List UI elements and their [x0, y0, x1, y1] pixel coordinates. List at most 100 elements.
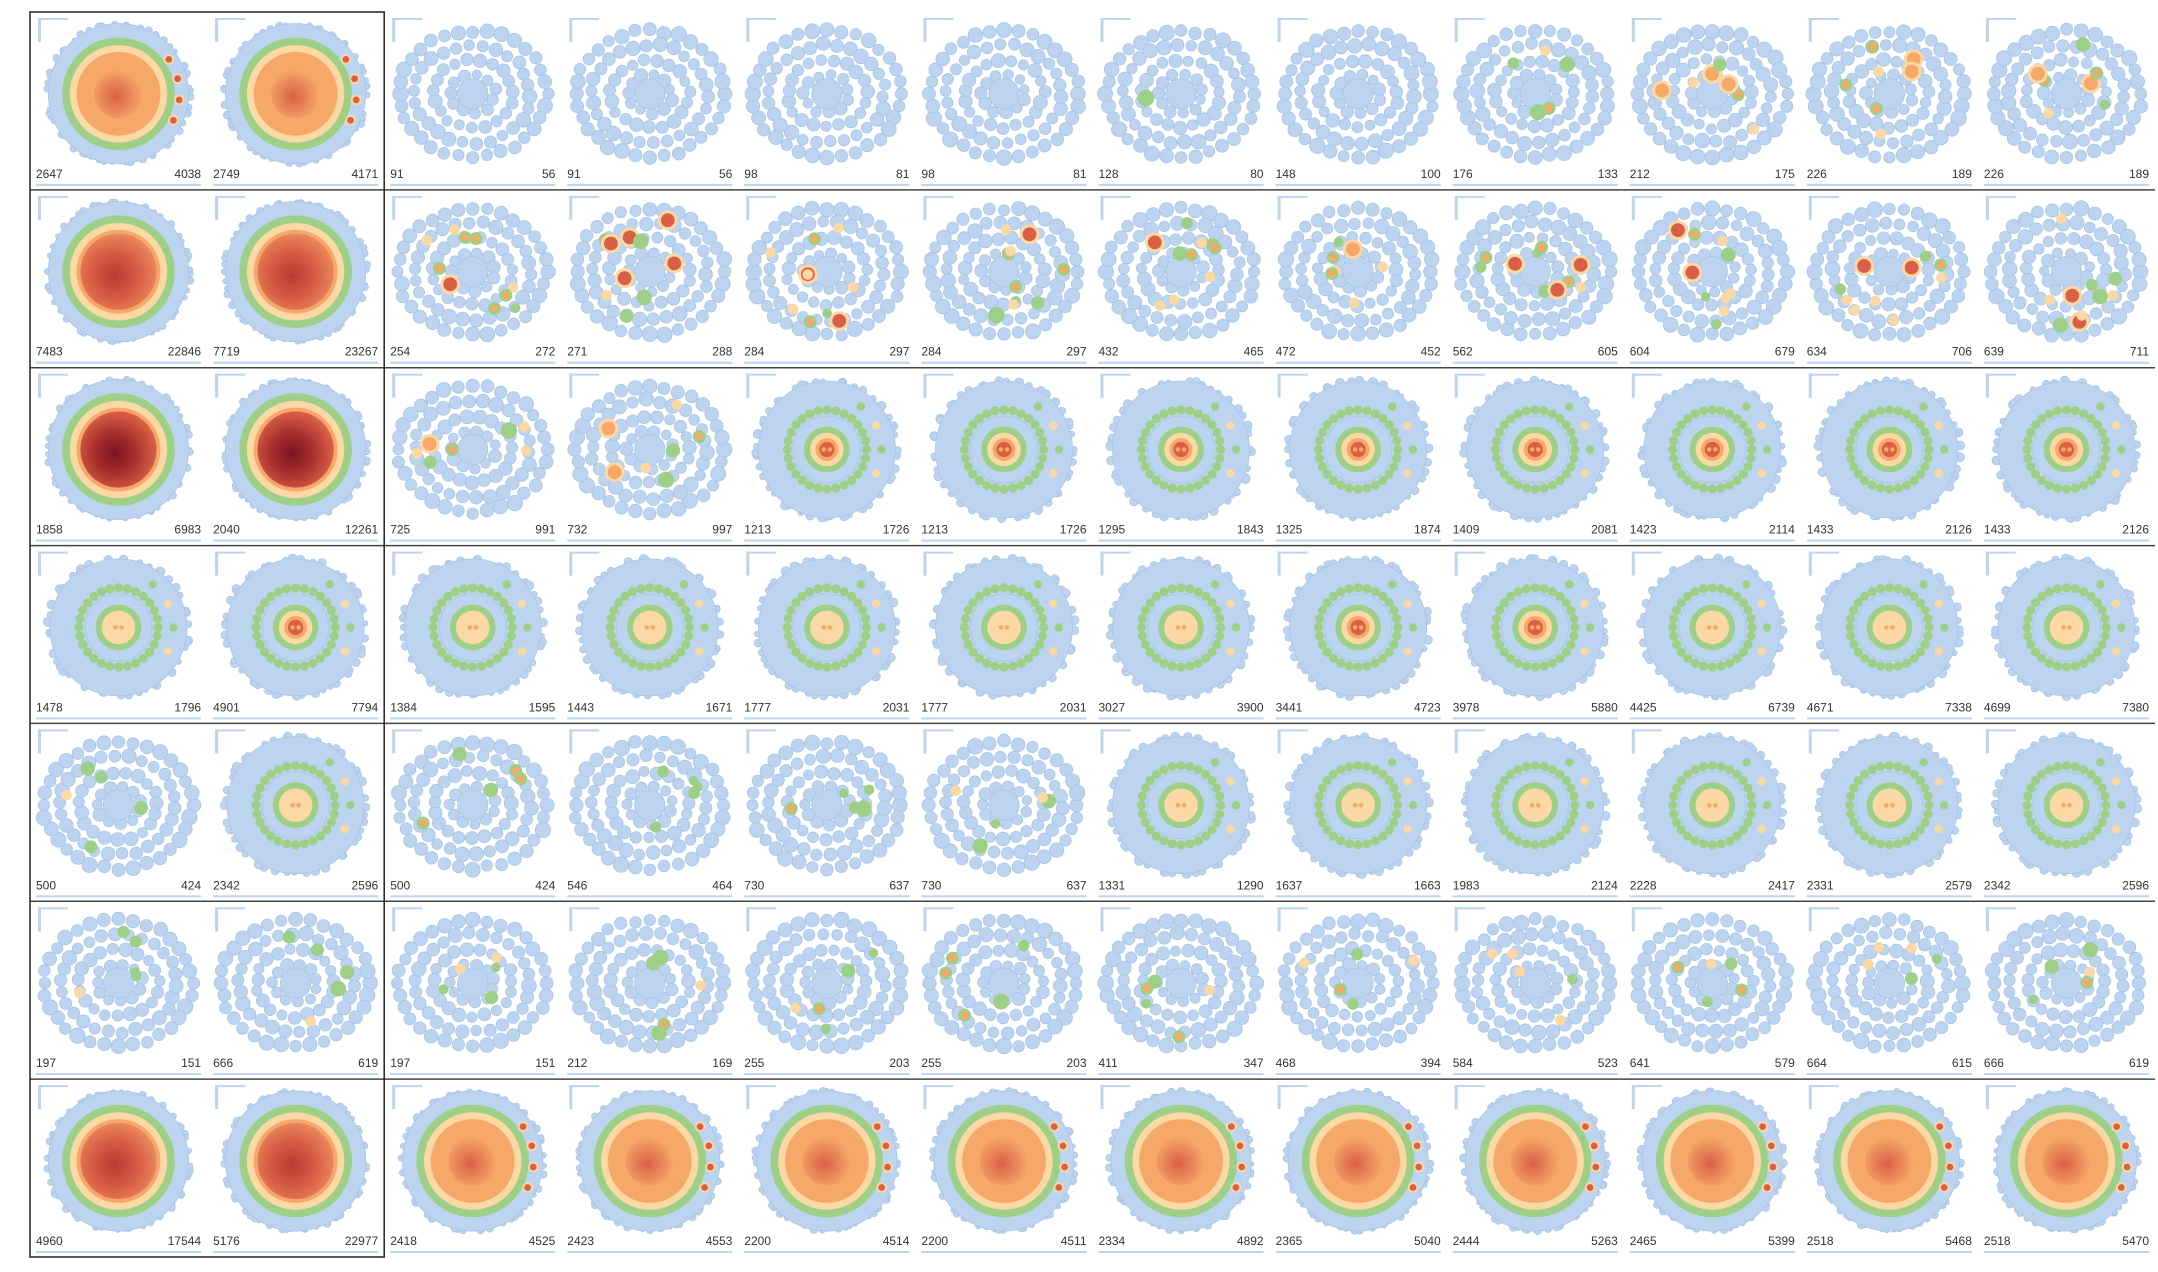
blue-bubble [404, 121, 420, 137]
blue-bubble [626, 218, 638, 230]
legend-swatch [1631, 195, 1662, 198]
blue-bubble [1165, 68, 1179, 82]
blue-bubble [844, 753, 858, 766]
count-right: 6739 [1768, 700, 1795, 714]
orange-dot [1529, 447, 1535, 452]
legend-swatch [392, 551, 396, 576]
orange-bubble [490, 304, 499, 313]
blue-bubble [533, 110, 547, 125]
count-right: 2031 [883, 700, 910, 714]
blue-bubble [422, 294, 436, 308]
legend-swatch [1454, 551, 1458, 576]
blue-bubble [670, 385, 685, 400]
count-right: 23267 [345, 345, 379, 359]
blue-bubble [1136, 271, 1152, 287]
blue-bubble [1827, 96, 1840, 109]
legend-swatch [215, 195, 246, 198]
blue-bubble [1557, 27, 1572, 42]
cell-0-6: 128 80 [1097, 18, 1264, 186]
blue-bubble [471, 69, 482, 80]
blue-bubble [1934, 308, 1951, 325]
blue-bubble [691, 823, 706, 838]
peach-bubble [1204, 271, 1216, 283]
blue-bubble [1601, 251, 1618, 268]
blue-bubble [858, 274, 871, 287]
green-bubble [1724, 480, 1735, 490]
blue-bubble [700, 102, 712, 115]
orange-bubble [695, 432, 703, 441]
blue-bubble [512, 55, 527, 70]
blue-bubble [489, 82, 503, 96]
blue-bubble [670, 739, 686, 755]
blue-bubble [861, 121, 873, 134]
blue-bubble [664, 804, 677, 818]
green-bubble [1940, 623, 1949, 632]
blue-bubble [443, 798, 455, 810]
blue-bubble [1454, 263, 1471, 280]
blue-bubble [587, 273, 602, 288]
blue-bubble [2131, 276, 2148, 292]
blue-bubble [70, 849, 86, 865]
blue-bubble [1687, 57, 1700, 70]
blue-bubble [1842, 95, 1857, 109]
blue-bubble [1103, 277, 1116, 290]
blue-bubble [778, 34, 794, 49]
green-bubble [860, 631, 871, 641]
blue-bubble [1716, 41, 1729, 54]
legend-swatch [746, 18, 777, 20]
blue-bubble [1311, 83, 1326, 98]
blue-bubble [672, 306, 688, 322]
legend-swatch [215, 729, 219, 754]
green-bubble [2100, 453, 2110, 463]
color-strip [1275, 539, 1441, 542]
blue-bubble [601, 212, 614, 225]
green-bubble [1711, 319, 1722, 330]
blue-bubble [660, 844, 673, 857]
blue-bubble [619, 441, 634, 456]
green-bubble [1353, 405, 1363, 415]
blue-bubble [569, 798, 584, 813]
green-bubble [105, 661, 115, 671]
green-bubble [1167, 584, 1177, 594]
green-bubble [645, 583, 655, 593]
blue-bubble [978, 254, 992, 267]
blue-bubble [2077, 133, 2091, 147]
blue-bubble [666, 291, 681, 306]
blue-bubble [518, 396, 534, 412]
green-bubble [1746, 631, 1756, 641]
blue-bubble [683, 121, 699, 137]
orange-dot [1884, 447, 1889, 452]
red-bubble [174, 75, 182, 83]
blue-bubble [1719, 326, 1735, 342]
green-bubble [1392, 631, 1402, 641]
blue-bubble [1639, 288, 1653, 302]
legend-swatch [1631, 195, 1635, 220]
peach-bubble [1154, 300, 1166, 312]
color-strip [1983, 717, 2149, 720]
blue-bubble [925, 110, 943, 127]
orange-bubble [1841, 81, 1850, 89]
legend-swatch [923, 195, 954, 198]
blue-bubble [1024, 205, 1041, 222]
blue-bubble [601, 762, 616, 778]
blue-bubble [1557, 207, 1570, 220]
orange-bubble [604, 236, 618, 251]
central-bubble [1342, 78, 1374, 110]
blue-bubble [579, 229, 594, 243]
green-bubble [329, 631, 339, 641]
blue-bubble [697, 244, 710, 258]
central-bubble [2050, 256, 2083, 288]
blue-bubble [1187, 297, 1199, 309]
blue-bubble [518, 131, 531, 144]
blue-bubble [391, 265, 404, 278]
blue-bubble [873, 133, 888, 147]
blue-bubble [1690, 24, 1706, 40]
blue-bubble [184, 785, 200, 801]
blue-bubble [1248, 265, 1260, 278]
blue-bubble [1026, 145, 1039, 159]
blue-bubble [1760, 279, 1774, 293]
green-bubble [1924, 444, 1934, 455]
blue-bubble [1877, 231, 1891, 245]
blue-bubble [853, 48, 869, 65]
